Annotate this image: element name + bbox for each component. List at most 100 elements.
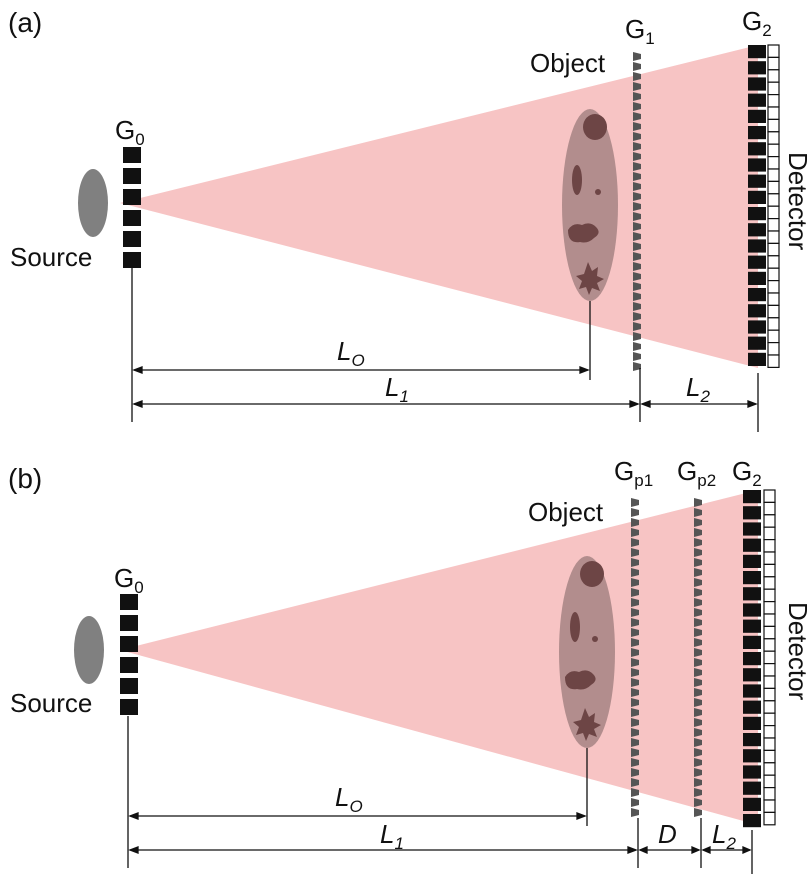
detector-pixel [763,613,776,627]
grating-bar [743,716,761,730]
grating-tooth [631,718,639,727]
grating-bar [743,733,761,747]
grating-tooth [631,568,639,577]
panel-b-d-label: D [658,819,677,849]
detector-pixel [767,317,780,331]
grating-tooth [631,788,639,797]
grating-tooth [633,62,641,71]
grating-tooth [631,658,639,667]
detector-pixel [767,69,780,83]
grating-bar [743,797,761,811]
detector-pixel [767,218,780,232]
detector-pixel [763,526,776,541]
detector-pixel [767,118,780,133]
grating-bar [743,781,761,795]
panel-b-detector-label: Detector [783,602,811,701]
grating-slit [123,189,141,205]
panel-b-l1-label: L1 [380,819,404,853]
grating-tooth [631,648,639,657]
grating-tooth [694,598,702,607]
grating-tooth [631,698,639,707]
panel-a-detector-label: Detector [783,152,811,251]
panel-a-dimensions [131,268,759,432]
detector-pixel [763,749,776,764]
grating-tooth [633,72,641,81]
detector-pixel [767,106,780,120]
grating-bar [748,93,766,107]
detector-pixel [763,600,776,615]
grating-bar [743,814,761,828]
grating-tooth [631,618,639,627]
detector-pixel [767,205,780,220]
grating-tooth [631,768,639,777]
grating-bar [748,223,766,237]
detector-pixel [767,242,780,257]
grating-tooth [694,788,702,797]
panel-b-g2-label: G2 [732,456,762,490]
grating-tooth [694,698,702,707]
panel-a: (a) Source G0 Object G1 G2 Detector [8,6,811,432]
grating-tooth [633,292,641,301]
grating-tooth [631,538,639,547]
grating-bar [748,109,766,123]
detector-pixel [763,662,776,677]
detector-pixel [763,638,776,652]
detector-pixel [767,255,780,269]
grating-tooth [631,708,639,717]
detector-pixel [763,551,776,565]
grating-tooth [633,322,641,331]
grating-tooth [633,102,641,111]
panel-a-g0-label: G0 [115,115,145,149]
grating-tooth [631,638,639,647]
panel-a-g1-label: G1 [625,14,655,48]
panel-a-detector [767,44,780,368]
detector-pixel [767,180,780,195]
grating-bar [743,571,761,585]
grating-tooth [633,202,641,211]
grating-bar [748,45,766,59]
grating-tooth [633,232,641,241]
panel-a-source-label: Source [10,242,92,272]
grating-tooth [633,302,641,311]
detector-pixel [767,230,780,244]
panel-b-source [74,616,104,684]
grating-tooth [633,162,641,171]
grating-bar [748,271,766,285]
grating-tooth [694,618,702,627]
grating-bar [743,603,761,617]
grating-tooth [631,588,639,597]
grating-tooth [631,808,639,817]
grating-tooth [633,352,641,361]
detector-pixel [767,168,780,182]
grating-tooth [694,688,702,697]
grating-tooth [631,758,639,767]
grating-tooth [633,242,641,251]
panel-a-object [562,109,618,301]
grating-tooth [694,538,702,547]
grating-tooth [631,528,639,537]
grating-bar [743,700,761,714]
grating-tooth [633,252,641,261]
grating-tooth [694,748,702,757]
detector-pixel [767,143,780,158]
detector-pixel [763,774,776,789]
grating-tooth [694,568,702,577]
detector-pixel [763,588,776,603]
grating-bar [748,174,766,188]
grating-tooth [694,548,702,557]
grating-tooth [694,638,702,647]
grating-bar [743,635,761,649]
grating-slit [120,699,138,715]
grating-slit [123,210,141,226]
grating-tooth [631,558,639,567]
grating-tooth [694,728,702,737]
grating-slit [120,636,138,652]
grating-bar [743,684,761,698]
detector-pixel [763,538,776,553]
detector-pixel [767,156,780,170]
detector-pixel [763,799,776,813]
grating-tooth [631,688,639,697]
grating-bar [748,190,766,204]
grating-slit [123,168,141,184]
